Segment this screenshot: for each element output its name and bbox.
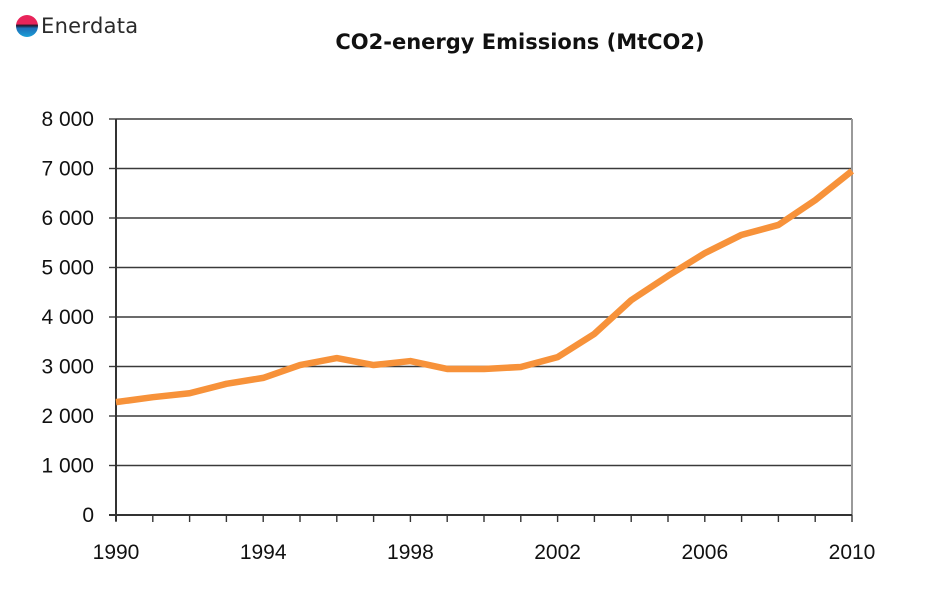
tick-labels: 0 1 000 2 000 3 000 4 000 5 000 6 000 7 000 8 00…: [41, 108, 875, 564]
x-tick-label: 1994: [240, 541, 287, 564]
y-tick-label: 0: [82, 504, 94, 527]
y-tick-label: 1 000: [41, 455, 94, 478]
y-tick-label: 2 000: [41, 405, 94, 428]
x-tick-label: 2006: [681, 541, 728, 564]
x-tick-label: 2010: [829, 541, 876, 564]
series: [115, 168, 855, 406]
gridlines: [116, 118, 853, 515]
logo-text: Enerdata: [41, 14, 139, 38]
y-tick-label: 6 000: [41, 207, 94, 230]
axes: [109, 118, 853, 522]
x-tick-label: 1990: [93, 541, 140, 564]
y-tick-label: 5 000: [41, 257, 94, 280]
enerdata-globe-icon: [16, 15, 38, 37]
enerdata-logo: Enerdata: [16, 12, 138, 40]
y-tick-label: 7 000: [41, 158, 94, 181]
y-tick-label: 8 000: [41, 108, 94, 131]
x-tick-label: 2002: [534, 541, 581, 564]
y-tick-label: 4 000: [41, 306, 94, 329]
x-tick-label: 1998: [387, 541, 434, 564]
y-tick-label: 3 000: [41, 356, 94, 379]
series-line-co2-emissions: [115, 168, 855, 406]
chart-title: CO2-energy Emissions (MtCO2): [335, 30, 705, 54]
